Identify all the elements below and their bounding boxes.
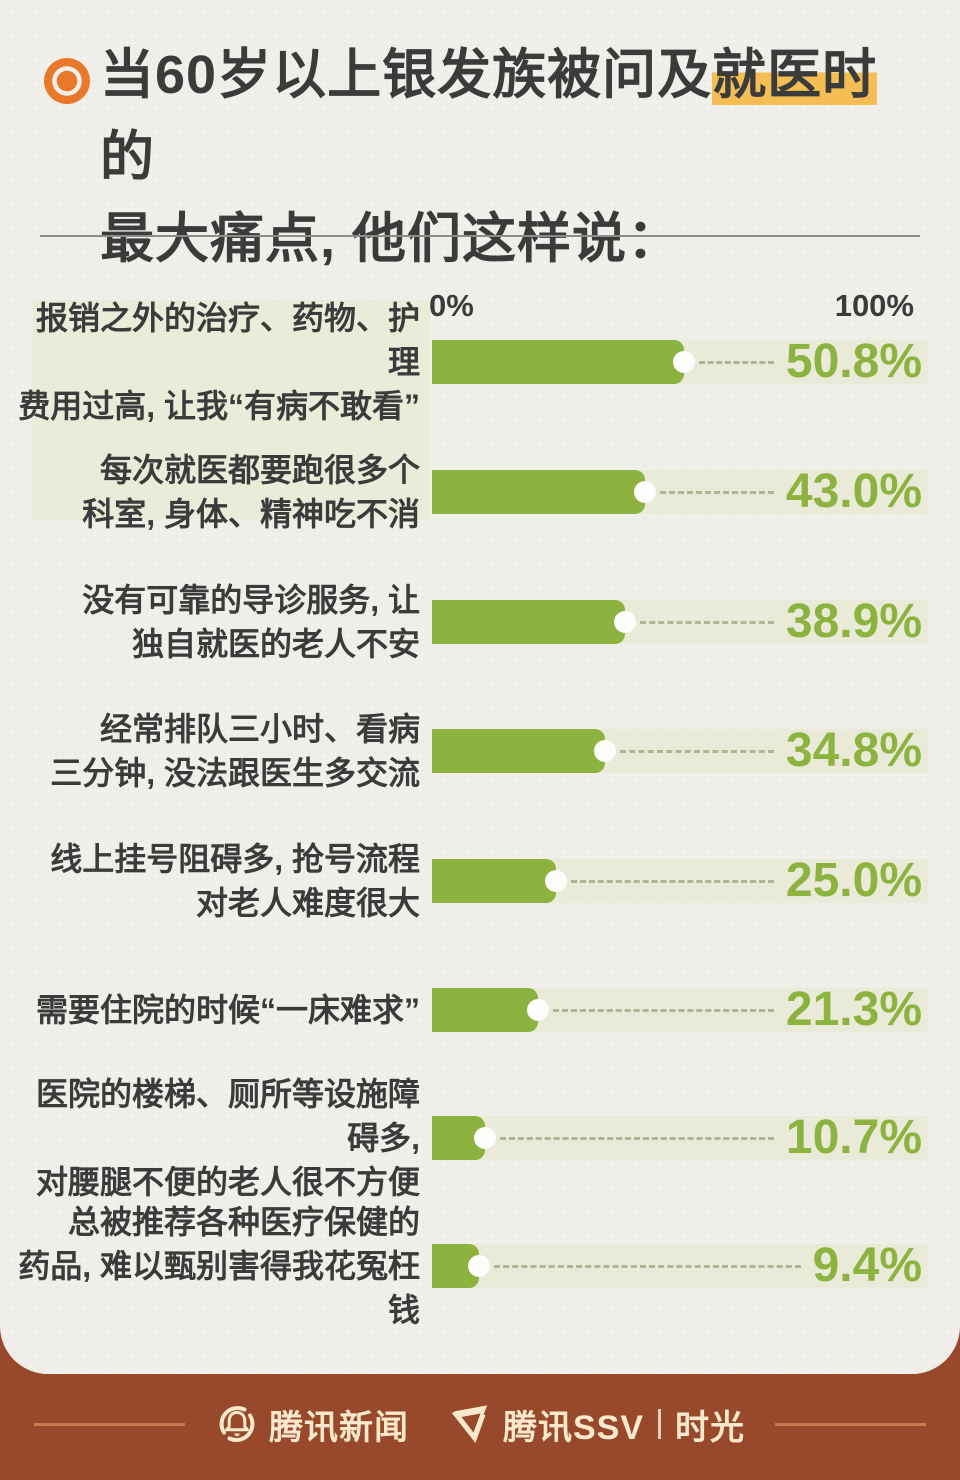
category-label: 总被推荐各种医疗保健的药品, 难以甄别害得我花冤枉钱 xyxy=(16,1200,420,1332)
category-label-line: 没有可靠的导诊服务, 让 xyxy=(82,582,420,618)
category-label-line: 对老人难度很大 xyxy=(195,885,420,921)
shiguang-label: 时光 xyxy=(675,1408,746,1447)
category-label: 每次就医都要跑很多个科室, 身体、精神吃不消 xyxy=(16,448,420,536)
chart-row: 没有可靠的导诊服务, 让独自就医的老人不安 38.9% xyxy=(0,557,960,687)
footer-left-line xyxy=(34,1422,185,1426)
value-label: 9.4% xyxy=(812,1239,922,1292)
header-divider xyxy=(40,235,920,237)
tencent-ssv-icon xyxy=(450,1404,491,1443)
bar-fill xyxy=(432,729,605,773)
bar-end-marker xyxy=(613,611,636,633)
bar-zone: 10.7% xyxy=(432,1111,928,1164)
category-label-line: 总被推荐各种医疗保健的 xyxy=(67,1204,420,1240)
category-label-line: 经常排队三小时、看病 xyxy=(99,711,420,747)
title-highlighted-text: 就医时 xyxy=(712,45,878,105)
target-bullet-icon xyxy=(44,58,90,104)
chart-row: 医院的楼梯、厕所等设施障碍多, 对腰腿不便的老人很不方便 10.7% xyxy=(0,1073,960,1203)
category-label-line: 报销之外的治疗、药物、护理 xyxy=(35,300,420,380)
category-label-line: 独自就医的老人不安 xyxy=(131,626,420,662)
bar-end-marker xyxy=(545,870,567,892)
chart-row: 经常排队三小时、看病三分钟, 没法跟医生多交流 34.8% xyxy=(0,686,960,816)
axis-label-100: 100% xyxy=(834,288,914,323)
title-line2: 最大痛点, 他们这样说： xyxy=(100,209,683,269)
bar-zone: 43.0% xyxy=(432,465,928,518)
bar-fill xyxy=(432,988,538,1032)
title-line1-post: 的 xyxy=(100,127,155,187)
bar-zone: 34.8% xyxy=(432,724,928,777)
bar-end-marker xyxy=(672,351,695,373)
value-label: 25.0% xyxy=(785,854,922,907)
chart-row: 报销之外的治疗、药物、护理费用过高, 让我“有病不敢看” 50.8% xyxy=(0,297,960,427)
bar-zone: 25.0% xyxy=(432,854,928,907)
bar-end-marker xyxy=(593,740,616,762)
bar-fill xyxy=(432,340,684,384)
leader-dashed-line xyxy=(619,749,774,753)
bar-end-marker xyxy=(634,481,657,503)
bar-fill xyxy=(432,859,556,903)
category-label-line: 费用过高, 让我“有病不敢看” xyxy=(18,388,420,424)
content-card: 当60岁以上银发族被问及就医时的 最大痛点, 他们这样说： 0% 100% 报销… xyxy=(0,0,960,1374)
leader-dashed-line xyxy=(639,620,774,624)
value-label: 10.7% xyxy=(785,1111,922,1164)
leader-dashed-line xyxy=(660,490,774,494)
chart-row: 每次就医都要跑很多个科室, 身体、精神吃不消 43.0% xyxy=(0,427,960,557)
leader-dashed-line xyxy=(493,1264,801,1268)
category-label-line: 科室, 身体、精神吃不消 xyxy=(82,496,420,532)
category-label: 经常排队三小时、看病三分钟, 没法跟医生多交流 xyxy=(16,707,420,795)
category-label-line: 对腰腿不便的老人很不方便 xyxy=(35,1164,420,1200)
axis-label-0: 0% xyxy=(429,288,474,323)
category-label-line: 三分钟, 没法跟医生多交流 xyxy=(50,755,420,791)
category-label: 没有可靠的导诊服务, 让独自就医的老人不安 xyxy=(16,578,420,666)
category-label-line: 药品, 难以甄别害得我花冤枉钱 xyxy=(18,1248,420,1328)
chart-row: 线上挂号阻碍多, 抢号流程对老人难度很大 25.0% xyxy=(0,816,960,946)
footer-logos: 腾讯新闻 腾讯SSV 时光 xyxy=(215,1400,745,1449)
bar-fill xyxy=(432,470,646,514)
leader-dashed-line xyxy=(571,879,774,883)
value-label: 38.9% xyxy=(785,595,922,648)
value-label: 50.8% xyxy=(785,335,922,388)
footer-divider-bar xyxy=(658,1409,662,1439)
category-label-line: 线上挂号阻碍多, 抢号流程 xyxy=(50,841,420,877)
page-title: 当60岁以上银发族被问及就医时的 最大痛点, 他们这样说： xyxy=(100,34,930,280)
footer-right-line xyxy=(775,1422,927,1426)
value-label: 34.8% xyxy=(785,724,922,777)
title-line1-pre: 当60岁以上银发族被问及 xyxy=(100,45,713,105)
leader-dashed-line xyxy=(500,1136,774,1140)
bar-end-marker xyxy=(467,1255,490,1277)
chart-row: 总被推荐各种医疗保健的药品, 难以甄别害得我花冤枉钱 9.4% xyxy=(0,1201,960,1331)
tencent-ssv-label: 腾讯SSV xyxy=(502,1408,645,1447)
bar-zone: 9.4% xyxy=(432,1239,928,1292)
category-label-line: 每次就医都要跑很多个 xyxy=(99,452,420,488)
bar-zone: 50.8% xyxy=(432,335,928,388)
bar-zone: 38.9% xyxy=(432,595,928,648)
value-label: 21.3% xyxy=(785,983,922,1036)
leader-dashed-line xyxy=(552,1008,774,1012)
value-label: 43.0% xyxy=(785,465,922,518)
top-answers-highlight-panel xyxy=(33,300,430,519)
bar-end-marker xyxy=(474,1127,497,1149)
bar-fill xyxy=(432,600,625,644)
category-label: 报销之外的治疗、药物、护理费用过高, 让我“有病不敢看” xyxy=(16,296,420,428)
tencent-news-label: 腾讯新闻 xyxy=(268,1408,409,1447)
category-label-line: 需要住院的时候“一床难求” xyxy=(35,992,420,1028)
bar-zone: 21.3% xyxy=(432,983,928,1036)
category-label: 需要住院的时候“一床难求” xyxy=(16,988,420,1032)
leader-dashed-line xyxy=(698,360,774,364)
category-label: 医院的楼梯、厕所等设施障碍多, 对腰腿不便的老人很不方便 xyxy=(16,1072,420,1204)
category-label: 线上挂号阻碍多, 抢号流程对老人难度很大 xyxy=(16,837,420,925)
chart-row: 需要住院的时候“一床难求” 21.3% xyxy=(0,945,960,1075)
footer: 腾讯新闻 腾讯SSV 时光 xyxy=(0,1398,960,1450)
category-label-line: 医院的楼梯、厕所等设施障碍多, xyxy=(35,1076,420,1156)
bar-end-marker xyxy=(526,999,549,1021)
tencent-news-bell-icon xyxy=(219,1406,255,1442)
